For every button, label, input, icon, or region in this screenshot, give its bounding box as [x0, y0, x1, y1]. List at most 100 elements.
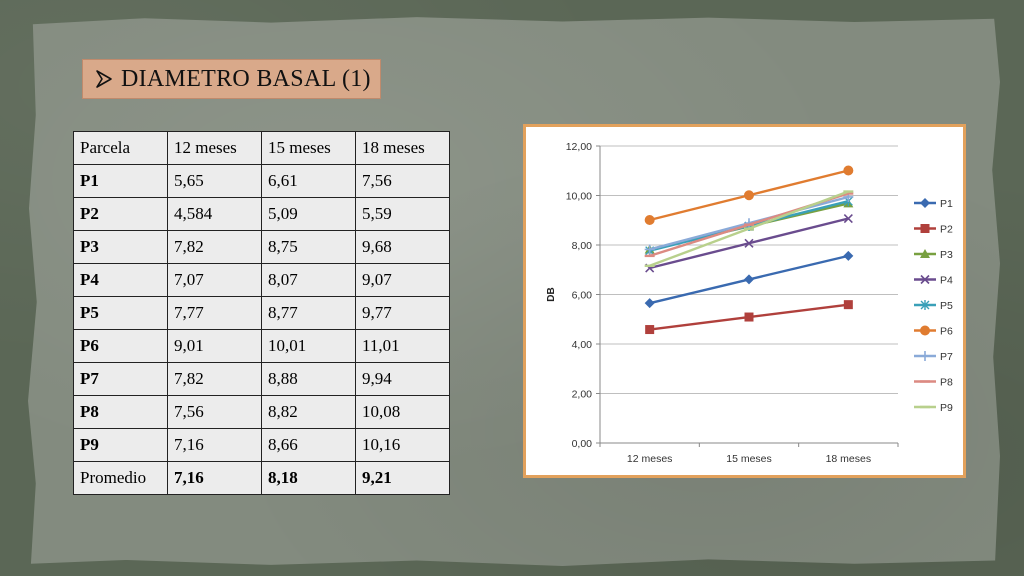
table-row: P4 7,07 8,07 9,07 — [73, 263, 450, 297]
series-p9 — [644, 190, 854, 267]
y-tick-label: 4,00 — [572, 339, 593, 351]
slide-title: DIAMETRO BASAL (1) — [121, 65, 371, 92]
table-cell: 7,56 — [167, 395, 262, 429]
table-cell: 8,75 — [261, 230, 356, 264]
legend-marker — [920, 224, 930, 233]
table-cell: 9,77 — [355, 296, 450, 330]
data-point — [843, 165, 854, 176]
table-cell: 15 meses — [261, 131, 356, 165]
table-row: P3 7,82 8,75 9,68 — [73, 230, 450, 264]
legend-entry: P8 — [914, 377, 953, 389]
y-tick-label: 12,00 — [566, 141, 592, 153]
slide-title-box: DIAMETRO BASAL (1) — [82, 59, 381, 99]
data-point — [644, 215, 655, 226]
legend-entry: P5 — [914, 300, 953, 312]
table-cell: P8 — [73, 395, 168, 429]
legend-label: P8 — [940, 377, 953, 389]
y-axis-label: DB — [546, 287, 557, 301]
table-cell: 7,16 — [167, 428, 262, 462]
table-cell: 7,82 — [167, 362, 262, 396]
y-tick-label: 0,00 — [572, 438, 593, 450]
table-cell: 9,94 — [355, 362, 450, 396]
legend-marker — [920, 274, 930, 285]
legend-label: P6 — [940, 326, 953, 338]
legend-marker — [920, 351, 930, 361]
table-cell: 5,59 — [355, 197, 450, 231]
table-cell: P9 — [73, 428, 168, 462]
table-cell: 5,09 — [261, 197, 356, 231]
data-point — [843, 213, 853, 224]
y-tick-label: 8,00 — [572, 240, 593, 252]
table-row: P1 5,65 6,61 7,56 — [73, 164, 450, 198]
x-tick-label: 18 meses — [826, 453, 872, 465]
table-header-row: Parcela 12 meses 15 meses 18 meses — [73, 131, 450, 165]
legend-entry: P1 — [914, 198, 953, 210]
table-cell: 8,82 — [261, 395, 356, 429]
legend-marker — [920, 300, 930, 310]
x-tick-label: 12 meses — [627, 453, 673, 465]
table-cell: 8,77 — [261, 296, 356, 330]
table-cell: 9,21 — [355, 461, 450, 495]
table-cell: 7,07 — [167, 263, 262, 297]
table-row: P9 7,16 8,66 10,16 — [73, 428, 450, 462]
table-cell: 12 meses — [167, 131, 262, 165]
table-cell: 7,56 — [355, 164, 450, 198]
table-cell: P1 — [73, 164, 168, 198]
table-cell: Parcela — [73, 131, 168, 165]
data-point — [744, 238, 754, 248]
line-chart: 0,00 2,00 4,00 6,00 8,00 10,00 12,00 12 meses 15… — [546, 141, 953, 465]
data-point — [644, 244, 655, 255]
table-cell: 18 meses — [355, 131, 450, 165]
legend-marker — [920, 198, 930, 208]
data-point — [644, 298, 655, 309]
data-point — [744, 312, 754, 322]
chart-frame: 0,00 2,00 4,00 6,00 8,00 10,00 12,00 12 meses 15… — [523, 124, 966, 478]
table-cell: 8,18 — [261, 461, 356, 495]
table-row: P8 7,56 8,82 10,08 — [73, 395, 450, 429]
table-cell: 11,01 — [355, 329, 450, 363]
table-cell: P2 — [73, 197, 168, 231]
legend-entry: P3 — [914, 249, 953, 261]
legend-label: P1 — [940, 198, 953, 210]
table-cell: 7,77 — [167, 296, 262, 330]
legend-marker — [920, 249, 930, 258]
table-cell: 10,01 — [261, 329, 356, 363]
legend-entry: P2 — [914, 224, 953, 236]
table-row: P5 7,77 8,77 9,77 — [73, 296, 450, 330]
table-cell: 10,16 — [355, 428, 450, 462]
table-cell: 7,16 — [167, 461, 262, 495]
table-row: P7 7,82 8,88 9,94 — [73, 362, 450, 396]
data-point — [744, 274, 754, 285]
legend-entry: P9 — [914, 402, 953, 414]
y-tick-label: 6,00 — [572, 290, 593, 302]
legend-label: P4 — [940, 275, 953, 287]
table-cell: P7 — [73, 362, 168, 396]
table-cell: 9,01 — [167, 329, 262, 363]
table-cell: P5 — [73, 296, 168, 330]
table-cell: P6 — [73, 329, 168, 363]
x-tick-label: 15 meses — [726, 453, 772, 465]
data-point — [843, 300, 853, 310]
series-p2 — [645, 300, 853, 335]
table-cell: P3 — [73, 230, 168, 264]
table-cell: 10,08 — [355, 395, 450, 429]
data-point — [744, 190, 754, 201]
legend-entry: P7 — [914, 351, 953, 363]
series-p6 — [644, 165, 854, 226]
table-cell: 8,07 — [261, 263, 356, 297]
series-p1 — [644, 250, 854, 309]
legend-label: P2 — [940, 224, 953, 236]
table-cell: 8,66 — [261, 428, 356, 462]
y-tick-label: 10,00 — [566, 191, 592, 203]
table-cell: 5,65 — [167, 164, 262, 198]
y-tick-label: 2,00 — [572, 389, 593, 401]
table-cell: P4 — [73, 263, 168, 297]
table-cell: Promedio — [73, 461, 168, 495]
data-point — [843, 250, 854, 261]
table-row: P6 9,01 10,01 11,01 — [73, 329, 450, 363]
table-cell: 6,61 — [261, 164, 356, 198]
legend-marker — [920, 325, 930, 336]
legend-entry: P6 — [914, 325, 953, 338]
table-row: P2 4,584 5,09 5,59 — [73, 197, 450, 231]
table-footer-row: Promedio 7,16 8,18 9,21 — [73, 461, 450, 495]
